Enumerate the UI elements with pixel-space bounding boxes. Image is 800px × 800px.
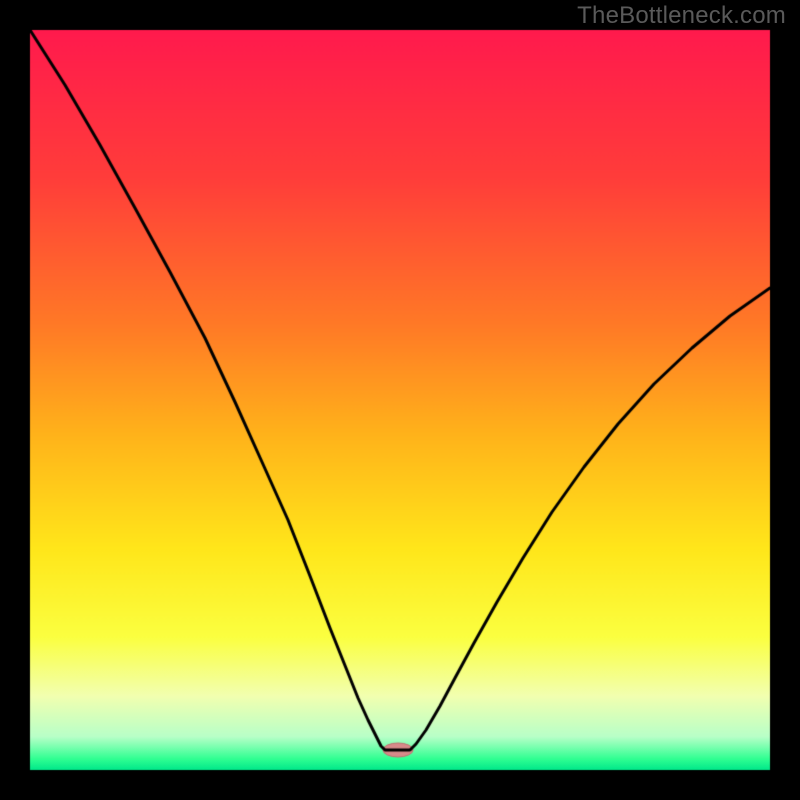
chart-stage: TheBottleneck.com xyxy=(0,0,800,800)
bottleneck-chart-canvas xyxy=(0,0,800,800)
